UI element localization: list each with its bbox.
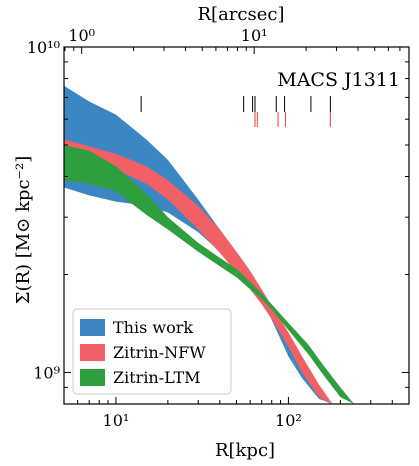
- marker-ticks: [140, 96, 331, 127]
- legend-label-this-work: This work: [113, 318, 193, 337]
- legend-swatch-this-work: [80, 319, 105, 336]
- axis-ticks: 10¹ 10² 10⁰ 10¹ 10⁹ 10¹⁰: [27, 26, 410, 430]
- legend-box: [72, 308, 232, 395]
- top-x-tick-label: 10¹: [241, 26, 268, 45]
- y-axis-label: Σ(R) [M⊙ kpc⁻²]: [13, 156, 34, 305]
- chart-title: MACS J1311: [277, 69, 400, 91]
- x-tick-label: 10¹: [103, 411, 130, 430]
- y-tick-label: 10¹⁰: [27, 38, 60, 57]
- legend: This work Zitrin-NFW Zitrin-LTM: [72, 308, 232, 395]
- band-zitrin-ltm: [64, 145, 354, 404]
- y-tick-label: 10⁹: [33, 363, 60, 382]
- band-zitrin-nfw: [64, 139, 333, 404]
- legend-label-zitrin-nfw: Zitrin-NFW: [113, 343, 206, 362]
- data-bands: [64, 85, 354, 404]
- top-x-axis-label: R[arcsec]: [198, 4, 285, 25]
- x-tick-label: 10²: [275, 411, 302, 430]
- legend-label-zitrin-ltm: Zitrin-LTM: [113, 368, 201, 387]
- legend-swatch-zitrin-ltm: [80, 369, 105, 386]
- plot-frame: [63, 46, 410, 405]
- legend-swatch-zitrin-nfw: [80, 344, 105, 361]
- top-x-tick-label: 10⁰: [68, 26, 95, 45]
- x-axis-label: R[kpc]: [215, 440, 275, 461]
